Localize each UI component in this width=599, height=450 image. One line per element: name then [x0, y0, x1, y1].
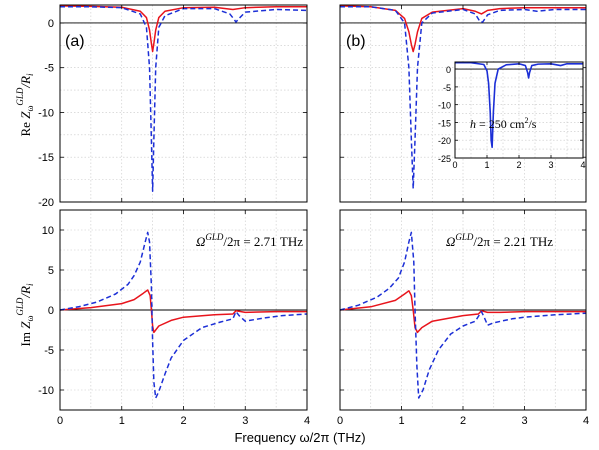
y-tick-label: -10 — [38, 107, 54, 119]
y-tick-label: 10 — [42, 225, 54, 237]
y-tick-label: 0 — [48, 18, 54, 30]
y-tick-label: -20 — [38, 197, 54, 209]
panel-label: (b) — [346, 33, 366, 50]
series-line-solid — [339, 290, 586, 334]
x-tick-label: 3 — [548, 160, 553, 170]
x-tick-label: 0 — [337, 415, 343, 427]
series-line-solid — [59, 289, 307, 334]
y-tick-label: -5 — [443, 83, 451, 93]
y-tick-label: 0 — [48, 305, 54, 317]
x-tick-label: 0 — [452, 160, 457, 170]
series-line-solid — [59, 5, 307, 53]
y-tick-label: -5 — [44, 345, 54, 357]
y-tick-label: 0 — [446, 65, 451, 75]
x-tick-label: 2 — [460, 415, 466, 427]
x-tick-label: 4 — [304, 415, 310, 427]
panel-b-inset: 0 1 2 3 4 0 -5 -10 -15 -20 -25 h = 250 cm2/s — [438, 61, 586, 170]
annotation: ΩGLD/2π = 2.71 THz — [196, 232, 303, 249]
x-tick-label: 4 — [580, 160, 585, 170]
x-axis-label: Frequency ω/2π (THz) — [234, 430, 365, 445]
x-tick-label: 2 — [180, 415, 186, 427]
y-tick-label: -15 — [38, 152, 54, 164]
series-line-solid — [339, 5, 586, 53]
y-axis-label-bottom: Im ZωGLD/Ri — [15, 283, 35, 346]
series-line-dashed — [60, 6, 308, 192]
annotation: h = 250 cm2/s — [470, 116, 537, 131]
x-tick-label: 3 — [242, 415, 248, 427]
series-line-solid — [455, 61, 583, 149]
y-tick-label: -5 — [44, 63, 54, 75]
panel-a-top: 0 -5 -10 -15 -20 (a) — [38, 4, 308, 209]
x-tick-label: 0 — [57, 415, 63, 427]
y-tick-label: -10 — [438, 101, 451, 111]
series-line-dashed — [340, 6, 586, 190]
x-tick-label: 3 — [521, 415, 527, 427]
x-tick-label: 4 — [583, 415, 589, 427]
y-tick-label: -25 — [438, 154, 451, 164]
y-tick-label: -15 — [438, 118, 451, 128]
panel-label: (a) — [65, 33, 85, 50]
x-tick-label: 2 — [516, 160, 521, 170]
y-tick-label: 5 — [48, 265, 54, 277]
x-tick-label: 1 — [398, 415, 404, 427]
panel-a-bottom: 0 1 2 3 4 10 5 0 -5 -10 ΩGLD/2π = 2.71 THz — [38, 209, 310, 427]
x-tick-label: 1 — [484, 160, 489, 170]
x-tick-label: 1 — [119, 415, 125, 427]
panel-b-bottom: 0 1 2 3 4 ΩGLD/2π = 2.21 THz — [337, 209, 589, 427]
y-tick-label: -20 — [438, 136, 451, 146]
series-line-dashed — [59, 231, 308, 399]
y-tick-label: -10 — [38, 385, 54, 397]
annotation: ΩGLD/2π = 2.21 THz — [446, 232, 553, 249]
y-axis-label-top: Re ZωGLD/Ri — [15, 73, 35, 136]
